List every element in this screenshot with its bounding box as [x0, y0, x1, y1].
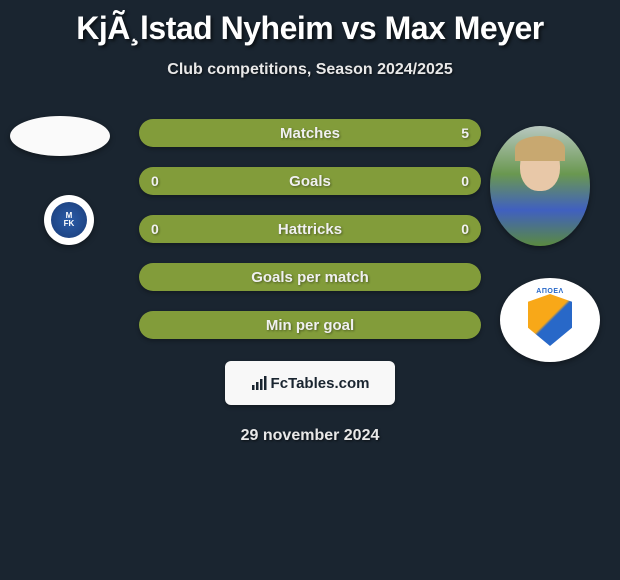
club-logo-right: ΑΠΟΕΛ	[500, 278, 600, 362]
stat-right-value: 0	[461, 221, 469, 237]
stat-row-matches: Matches 5	[139, 119, 481, 147]
stat-label: Goals per match	[251, 269, 369, 286]
club-logo-right-badge: ΑΠΟΕΛ	[520, 290, 580, 350]
comparison-subtitle: Club competitions, Season 2024/2025	[0, 61, 620, 79]
stat-left-value: 0	[151, 173, 159, 189]
comparison-title: KjÃ¸lstad Nyheim vs Max Meyer	[0, 0, 620, 47]
stat-row-goals-per-match: Goals per match	[139, 263, 481, 291]
stat-label: Goals	[289, 173, 331, 190]
branding-text: FcTables.com	[251, 375, 370, 392]
stat-right-value: 0	[461, 173, 469, 189]
stat-row-hattricks: 0 Hattricks 0	[139, 215, 481, 243]
stat-row-min-per-goal: Min per goal	[139, 311, 481, 339]
branding-label: FcTables.com	[271, 375, 370, 392]
shield-icon	[528, 294, 572, 346]
club-left-text-bottom: FK	[64, 220, 75, 228]
stat-left-value: 0	[151, 221, 159, 237]
stat-label: Min per goal	[266, 317, 354, 334]
comparison-date: 29 november 2024	[0, 427, 620, 445]
branding-box: FcTables.com	[225, 361, 395, 405]
player-photo-left	[10, 116, 110, 156]
club-right-text: ΑΠΟΕΛ	[520, 288, 580, 295]
stat-row-goals: 0 Goals 0	[139, 167, 481, 195]
stat-right-value: 5	[461, 125, 469, 141]
club-logo-left: M FK	[44, 195, 94, 245]
stat-label: Matches	[280, 125, 340, 142]
club-logo-left-badge: M FK	[51, 202, 87, 238]
player-photo-right	[490, 126, 590, 246]
chart-icon	[251, 375, 267, 391]
stat-label: Hattricks	[278, 221, 342, 238]
